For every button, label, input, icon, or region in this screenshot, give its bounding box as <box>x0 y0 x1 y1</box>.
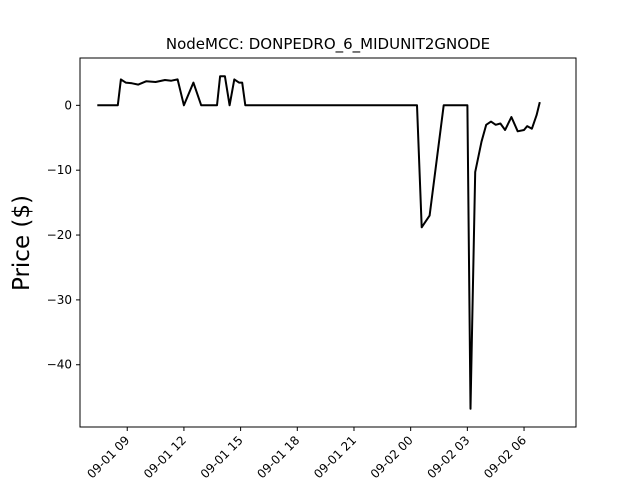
y-tick-label: −10 <box>47 163 72 177</box>
x-tick-label: 09-02 00 <box>368 433 416 480</box>
y-axis-label: Price ($) <box>9 195 35 291</box>
x-axis-ticks: 09-01 09 09-01 12 09-01 15 09-01 18 09-01 21… <box>84 427 529 481</box>
x-tick-label: 09-02 06 <box>481 433 529 480</box>
x-tick-label: 09-01 12 <box>141 433 189 480</box>
x-tick-label: 09-01 15 <box>198 433 246 480</box>
x-tick-label: 09-01 18 <box>254 433 302 480</box>
price-series-line <box>97 75 541 410</box>
chart-title: NodeMCC: DONPEDRO_6_MIDUNIT2GNODE <box>166 35 490 54</box>
y-tick-label: −30 <box>47 293 72 307</box>
y-tick-label: 0 <box>64 98 72 112</box>
y-tick-label: −40 <box>47 358 72 372</box>
y-tick-label: −20 <box>47 228 72 242</box>
y-axis-ticks: 0 −10 −20 −30 −40 <box>47 98 80 372</box>
x-tick-label: 09-02 03 <box>424 433 472 480</box>
x-tick-label: 09-01 21 <box>311 433 359 480</box>
plot-area-frame <box>79 57 577 428</box>
x-tick-label: 09-01 09 <box>84 433 132 480</box>
